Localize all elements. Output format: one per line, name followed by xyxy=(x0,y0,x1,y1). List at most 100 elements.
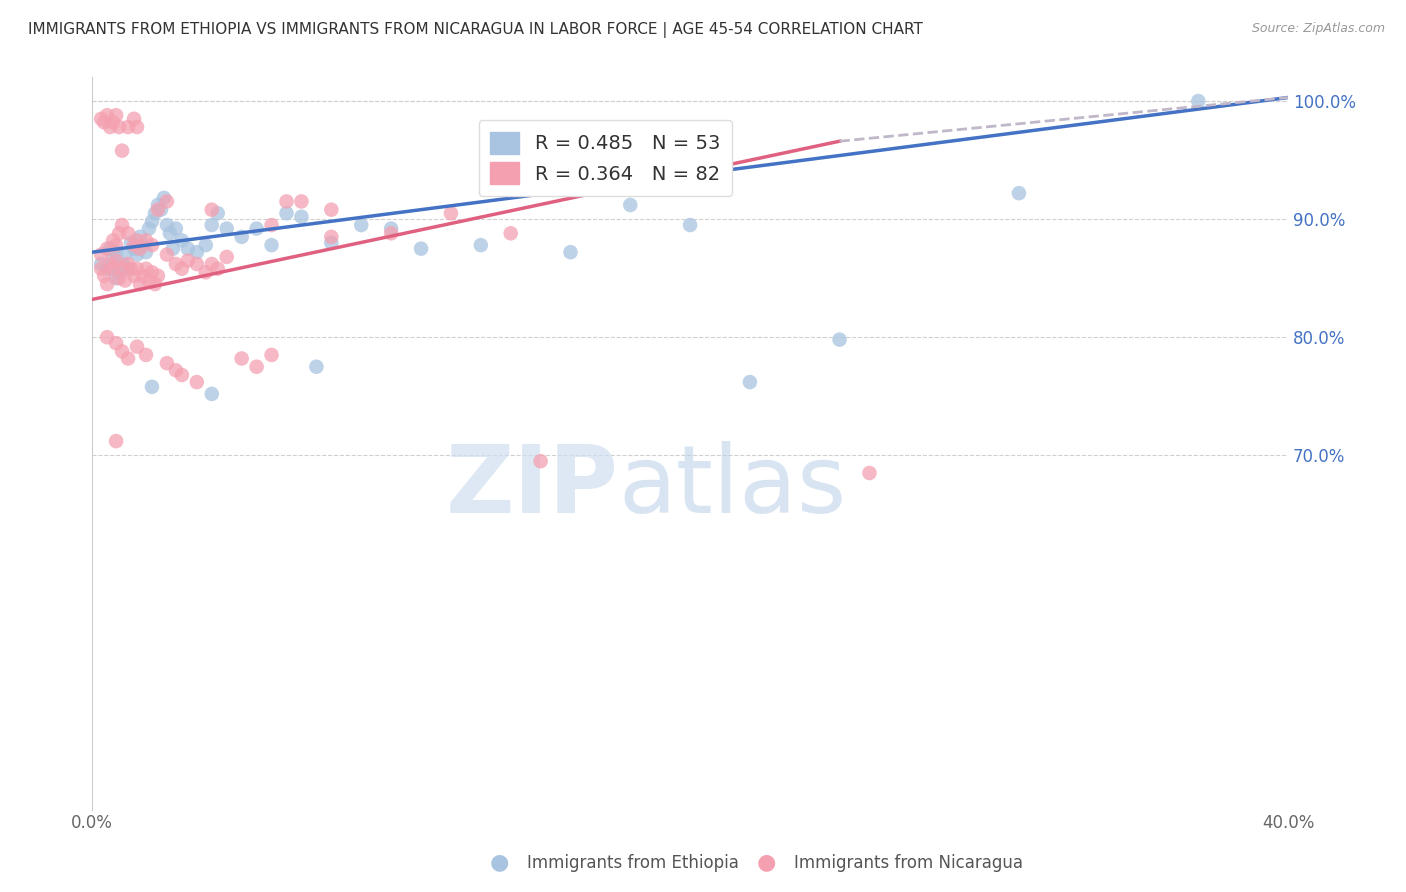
Point xyxy=(470,238,492,252)
Text: ZIP: ZIP xyxy=(446,442,619,533)
Point xyxy=(409,242,432,256)
Point xyxy=(828,333,851,347)
Point xyxy=(111,144,134,158)
Point xyxy=(201,257,224,271)
Point xyxy=(156,247,179,261)
Point xyxy=(138,221,160,235)
Point xyxy=(108,227,131,241)
Point xyxy=(560,245,582,260)
Point xyxy=(122,238,145,252)
Point xyxy=(170,368,193,382)
Point xyxy=(1008,186,1031,201)
Point xyxy=(105,434,128,449)
Point xyxy=(105,253,128,268)
Point xyxy=(135,233,157,247)
Point xyxy=(177,253,200,268)
Point xyxy=(90,247,112,261)
Point xyxy=(165,257,187,271)
Point xyxy=(165,363,187,377)
Point xyxy=(111,261,134,276)
Point xyxy=(93,268,115,283)
Point xyxy=(260,218,283,232)
Text: ●: ● xyxy=(756,853,776,872)
Point xyxy=(619,198,641,212)
Point xyxy=(276,194,298,209)
Point xyxy=(186,375,208,389)
Point xyxy=(153,191,176,205)
Point xyxy=(290,210,312,224)
Point xyxy=(440,206,463,220)
Point xyxy=(96,108,118,122)
Legend: R = 0.485   N = 53, R = 0.364   N = 82: R = 0.485 N = 53, R = 0.364 N = 82 xyxy=(478,120,733,196)
Point xyxy=(98,120,121,134)
Point xyxy=(122,268,145,283)
Point xyxy=(305,359,328,374)
Text: Immigrants from Nicaragua: Immigrants from Nicaragua xyxy=(794,855,1024,872)
Point xyxy=(98,242,121,256)
Point xyxy=(125,340,148,354)
Point xyxy=(149,202,172,217)
Point xyxy=(117,227,139,241)
Point xyxy=(141,214,163,228)
Point xyxy=(120,235,142,250)
Point xyxy=(156,194,179,209)
Point xyxy=(201,202,224,217)
Point xyxy=(201,387,224,401)
Text: Source: ZipAtlas.com: Source: ZipAtlas.com xyxy=(1251,22,1385,36)
Point xyxy=(105,271,128,285)
Point xyxy=(529,454,551,468)
Point xyxy=(135,245,157,260)
Point xyxy=(194,265,217,279)
Point xyxy=(125,261,148,276)
Point xyxy=(143,206,166,220)
Point xyxy=(858,466,880,480)
Point xyxy=(177,242,200,256)
Point xyxy=(350,218,373,232)
Point xyxy=(380,227,402,241)
Point xyxy=(215,221,238,235)
Point xyxy=(156,356,179,370)
Point xyxy=(117,257,139,271)
Point xyxy=(135,261,157,276)
Point xyxy=(125,120,148,134)
Point xyxy=(215,250,238,264)
Point xyxy=(129,242,152,256)
Point xyxy=(194,238,217,252)
Point xyxy=(321,202,343,217)
Point xyxy=(98,257,121,271)
Point xyxy=(108,120,131,134)
Point xyxy=(96,277,118,291)
Point xyxy=(101,115,124,129)
Text: Immigrants from Ethiopia: Immigrants from Ethiopia xyxy=(527,855,740,872)
Point xyxy=(1187,94,1209,108)
Point xyxy=(125,242,148,256)
Point xyxy=(96,242,118,256)
Point xyxy=(132,268,155,283)
Point xyxy=(93,115,115,129)
Point xyxy=(101,233,124,247)
Point xyxy=(231,351,253,366)
Point xyxy=(105,245,128,260)
Point xyxy=(117,351,139,366)
Point xyxy=(117,120,139,134)
Point xyxy=(120,261,142,276)
Point xyxy=(146,268,169,283)
Text: IMMIGRANTS FROM ETHIOPIA VS IMMIGRANTS FROM NICARAGUA IN LABOR FORCE | AGE 45-54: IMMIGRANTS FROM ETHIOPIA VS IMMIGRANTS F… xyxy=(28,22,922,38)
Point xyxy=(111,344,134,359)
Point xyxy=(90,261,112,276)
Point xyxy=(246,221,269,235)
Point xyxy=(90,257,112,271)
Point xyxy=(146,198,169,212)
Point xyxy=(159,227,181,241)
Point xyxy=(170,233,193,247)
Text: atlas: atlas xyxy=(619,442,846,533)
Point xyxy=(135,348,157,362)
Point xyxy=(122,242,145,256)
Point xyxy=(170,261,193,276)
Point xyxy=(201,218,224,232)
Point xyxy=(162,242,184,256)
Point xyxy=(321,235,343,250)
Point xyxy=(129,277,152,291)
Point xyxy=(132,238,155,252)
Point xyxy=(138,274,160,288)
